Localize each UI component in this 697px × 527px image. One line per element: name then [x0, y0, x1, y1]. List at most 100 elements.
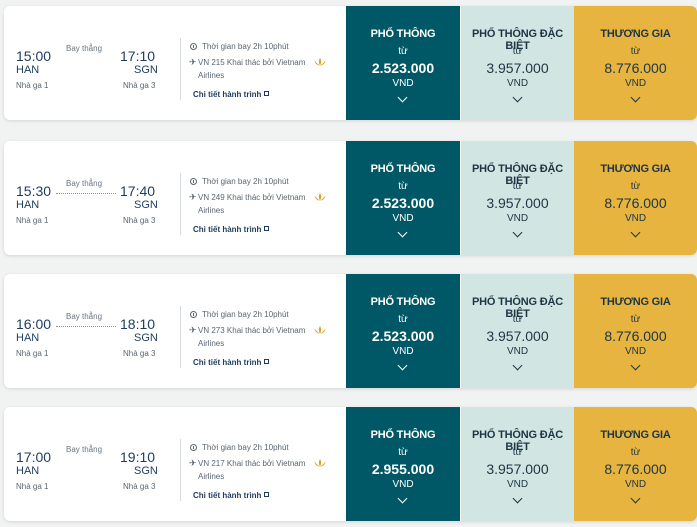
departure-terminal: Nhà ga 1	[16, 81, 49, 90]
departure-airport: HAN	[16, 332, 40, 344]
operator-name: Airlines	[198, 71, 225, 80]
flight-info: 15:30 HAN Nhà ga 1 Bay thẳng 17:40 SGN N…	[4, 141, 345, 255]
itinerary-details-link[interactable]: Chi tiết hành trình	[193, 90, 270, 99]
fare-premium-economy[interactable]: PHỔ THÔNG ĐẶC BIỆT từ 3.957.000 VND	[461, 274, 574, 388]
chevron-down-icon[interactable]	[397, 493, 408, 504]
flight-number: VN 215 Khai thác bởi Vietnam	[198, 58, 306, 67]
fare-from-label: từ	[398, 181, 408, 192]
chevron-down-icon[interactable]	[630, 92, 640, 103]
itinerary-details-link[interactable]: Chi tiết hành trình	[193, 358, 270, 367]
chevron-down-icon[interactable]	[512, 227, 522, 238]
fare-from-label: từ	[512, 46, 523, 57]
fare-price: 3.957.000	[486, 60, 549, 76]
fare-business[interactable]: THƯƠNG GIA từ 8.776.000 VND	[574, 6, 697, 120]
departure-terminal: Nhà ga 1	[16, 216, 49, 225]
fare-business[interactable]: THƯƠNG GIA từ 8.776.000 VND	[574, 407, 697, 521]
fare-price: 2.523.000	[371, 195, 435, 211]
fare-currency: VND	[624, 213, 647, 224]
fare-from-label: từ	[630, 314, 641, 325]
route-line	[56, 193, 116, 194]
vietnam-airlines-lotus-icon	[314, 326, 326, 334]
fare-economy[interactable]: PHỔ THÔNG từ 2.523.000 VND	[346, 141, 460, 255]
fare-class-name: THƯƠNG GIA	[600, 163, 671, 175]
external-link-icon	[264, 91, 270, 96]
fare-class-name: PHỔ THÔNG ĐẶC BIỆT	[472, 163, 563, 187]
arrival-time: 17:40	[120, 183, 156, 199]
fare-premium-economy[interactable]: PHỔ THÔNG ĐẶC BIỆT từ 3.957.000 VND	[461, 407, 574, 521]
fare-currency: VND	[624, 346, 647, 357]
departure-terminal: Nhà ga 1	[16, 349, 49, 358]
chevron-down-icon[interactable]	[512, 493, 522, 504]
flight-card[interactable]: 15:30 HAN Nhà ga 1 Bay thẳng 17:40 SGN N…	[4, 141, 697, 255]
clock-icon	[190, 43, 197, 50]
fare-economy[interactable]: PHỔ THÔNG từ 2.523.000 VND	[346, 6, 460, 120]
fare-currency: VND	[506, 346, 529, 357]
arrival-airport: SGN	[134, 465, 158, 477]
flight-number: VN 217 Khai thác bởi Vietnam	[198, 459, 306, 468]
fare-price: 2.955.000	[371, 461, 435, 477]
fare-currency: VND	[624, 479, 647, 490]
route-line	[56, 326, 116, 327]
itinerary-details-link[interactable]: Chi tiết hành trình	[193, 225, 270, 234]
departure-terminal: Nhà ga 1	[16, 482, 49, 491]
fare-class-name: PHỔ THÔNG	[370, 429, 436, 441]
itinerary-details-label: Chi tiết hành trình	[193, 90, 262, 99]
flight-duration: Thời gian bay 2h 10phút	[202, 443, 289, 452]
fare-from-label: từ	[398, 447, 408, 458]
fare-price: 3.957.000	[486, 195, 549, 211]
fare-price: 8.776.000	[604, 195, 667, 211]
flight-info: 16:00 HAN Nhà ga 1 Bay thẳng 18:10 SGN N…	[4, 274, 345, 388]
flight-duration: Thời gian bay 2h 10phút	[202, 310, 289, 319]
chevron-down-icon[interactable]	[630, 493, 640, 504]
external-link-icon	[264, 492, 270, 497]
arrival-airport: SGN	[134, 64, 158, 76]
fare-price: 3.957.000	[486, 328, 549, 344]
route-type: Bay thẳng	[66, 445, 103, 454]
fare-price: 8.776.000	[604, 461, 667, 477]
route-type: Bay thẳng	[66, 179, 103, 188]
fare-currency: VND	[392, 346, 414, 357]
fare-currency: VND	[506, 78, 529, 89]
chevron-down-icon[interactable]	[512, 360, 522, 371]
fare-currency: VND	[506, 213, 529, 224]
chevron-down-icon[interactable]	[630, 227, 640, 238]
divider	[180, 306, 181, 368]
chevron-down-icon[interactable]	[397, 227, 408, 238]
fare-business[interactable]: THƯƠNG GIA từ 8.776.000 VND	[574, 274, 697, 388]
chevron-down-icon[interactable]	[397, 360, 408, 371]
chevron-down-icon[interactable]	[630, 360, 640, 371]
plane-icon: ✈	[189, 192, 197, 202]
arrival-airport: SGN	[134, 332, 158, 344]
itinerary-details-label: Chi tiết hành trình	[193, 225, 262, 234]
fare-economy[interactable]: PHỔ THÔNG từ 2.955.000 VND	[346, 407, 460, 521]
operator-name: Airlines	[198, 339, 225, 348]
chevron-down-icon[interactable]	[397, 92, 408, 103]
flight-info: 17:00 HAN Nhà ga 1 Bay thẳng 19:10 SGN N…	[4, 407, 345, 521]
fare-from-label: từ	[512, 181, 523, 192]
fare-premium-economy[interactable]: PHỔ THÔNG ĐẶC BIỆT từ 3.957.000 VND	[461, 141, 574, 255]
flight-card[interactable]: 17:00 HAN Nhà ga 1 Bay thẳng 19:10 SGN N…	[4, 407, 697, 521]
divider	[180, 439, 181, 501]
departure-airport: HAN	[16, 465, 40, 477]
departure-time: 17:00	[16, 449, 52, 465]
chevron-down-icon[interactable]	[512, 92, 522, 103]
flight-card[interactable]: 16:00 HAN Nhà ga 1 Bay thẳng 18:10 SGN N…	[4, 274, 697, 388]
departure-time: 16:00	[16, 316, 52, 332]
fare-economy[interactable]: PHỔ THÔNG từ 2.523.000 VND	[346, 274, 460, 388]
fare-business[interactable]: THƯƠNG GIA từ 8.776.000 VND	[574, 141, 697, 255]
flight-card[interactable]: 15:00 HAN Nhà ga 1 Bay thẳng 17:10 SGN N…	[4, 6, 697, 120]
external-link-icon	[264, 226, 270, 231]
itinerary-details-link[interactable]: Chi tiết hành trình	[193, 491, 270, 500]
arrival-time: 18:10	[120, 316, 156, 332]
fare-from-label: từ	[398, 314, 408, 325]
arrival-time: 17:10	[120, 48, 156, 64]
fare-class-name: PHỔ THÔNG	[370, 163, 436, 175]
fare-premium-economy[interactable]: PHỔ THÔNG ĐẶC BIỆT từ 3.957.000 VND	[461, 6, 574, 120]
fare-price: 2.523.000	[371, 60, 435, 76]
operator-name: Airlines	[198, 206, 225, 215]
arrival-airport: SGN	[134, 199, 158, 211]
vietnam-airlines-lotus-icon	[314, 459, 326, 467]
fare-from-label: từ	[512, 314, 523, 325]
fare-price: 8.776.000	[604, 60, 667, 76]
